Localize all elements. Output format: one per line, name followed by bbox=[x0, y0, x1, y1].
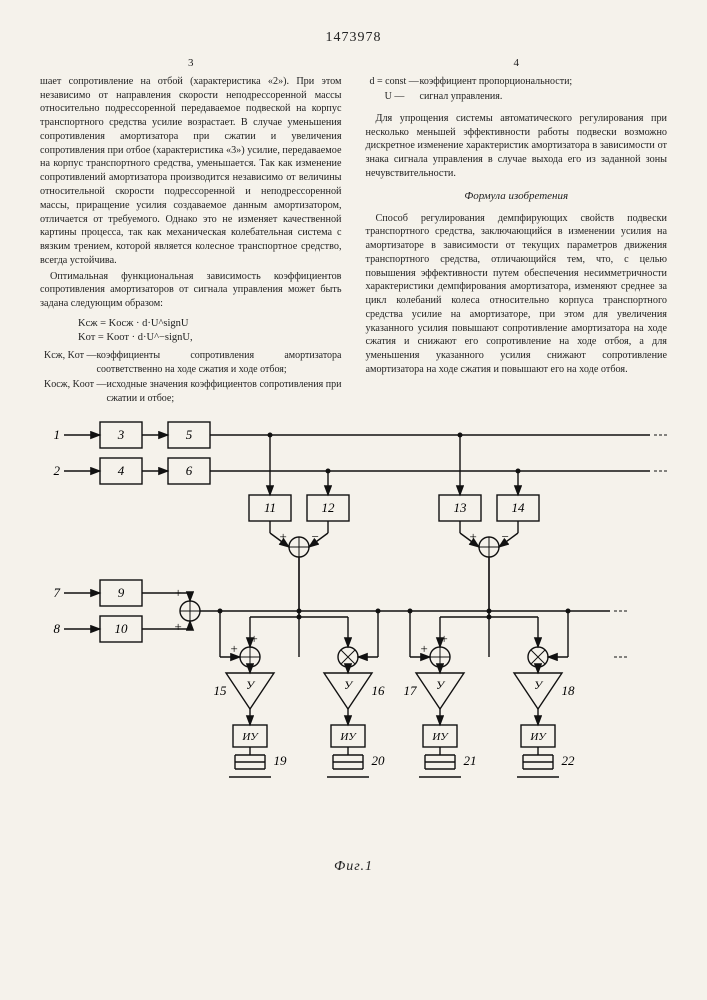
svg-text:+: + bbox=[230, 641, 239, 656]
svg-text:16: 16 bbox=[372, 683, 386, 698]
formula-block: Kсж = Koсж · d·U^signU Kот = Koот · d·U^… bbox=[78, 317, 342, 345]
where-block-right: d = const — коэффициент пропорциональнос… bbox=[370, 75, 668, 104]
svg-text:8: 8 bbox=[54, 621, 61, 636]
svg-text:У: У bbox=[436, 678, 446, 692]
svg-text:13: 13 bbox=[454, 500, 468, 515]
svg-text:+: + bbox=[279, 529, 288, 544]
svg-text:6: 6 bbox=[186, 463, 193, 478]
formula-line-1: Kсж = Koсж · d·U^signU bbox=[78, 317, 342, 331]
formula-line-2: Kот = Koот · d·U^−signU, bbox=[78, 331, 342, 345]
right-para-1: Для упрощения системы автоматического ре… bbox=[366, 112, 668, 181]
svg-text:19: 19 bbox=[274, 753, 288, 768]
claims-text: Способ регулирования демпфирующих свойст… bbox=[366, 212, 668, 377]
svg-text:7: 7 bbox=[54, 585, 61, 600]
col-num-left: 3 bbox=[40, 56, 342, 71]
svg-text:18: 18 bbox=[562, 683, 576, 698]
where-block: Kсж, Kот — коэффициенты сопротивления ам… bbox=[44, 349, 342, 405]
svg-text:20: 20 bbox=[372, 753, 386, 768]
svg-text:ИУ: ИУ bbox=[431, 731, 449, 743]
svg-text:+: + bbox=[469, 529, 478, 544]
svg-text:+: + bbox=[174, 619, 183, 634]
svg-text:12: 12 bbox=[322, 500, 336, 515]
svg-text:У: У bbox=[344, 678, 354, 692]
svg-text:1: 1 bbox=[54, 427, 61, 442]
left-para-2: Оптимальная функциональная зависимость к… bbox=[40, 270, 342, 311]
svg-text:2: 2 bbox=[54, 463, 61, 478]
where-4-text: сигнал управления. bbox=[420, 90, 668, 104]
svg-text:5: 5 bbox=[186, 427, 193, 442]
claims-title: Формула изобретения bbox=[366, 189, 668, 204]
svg-text:+: + bbox=[174, 585, 183, 600]
svg-text:У: У bbox=[246, 678, 256, 692]
svg-text:14: 14 bbox=[512, 500, 526, 515]
svg-text:17: 17 bbox=[404, 683, 418, 698]
svg-text:У: У bbox=[534, 678, 544, 692]
svg-text:15: 15 bbox=[214, 683, 228, 698]
figure-label: Фиг.1 bbox=[40, 859, 667, 875]
svg-text:21: 21 bbox=[464, 753, 477, 768]
col-left: 3 шает сопротивление на отбой (характери… bbox=[40, 56, 342, 407]
svg-text:−: − bbox=[311, 529, 320, 544]
svg-text:ИУ: ИУ bbox=[339, 731, 357, 743]
where-2-text: исходные значения коэффициентов сопротив… bbox=[107, 378, 342, 405]
svg-text:22: 22 bbox=[562, 753, 576, 768]
svg-text:+: + bbox=[440, 631, 449, 646]
left-para-1: шает сопротивление на отбой (характерист… bbox=[40, 75, 342, 268]
col-right: 4 d = const — коэффициент пропорциональн… bbox=[366, 56, 668, 407]
doc-number: 1473978 bbox=[40, 30, 667, 46]
svg-text:−: − bbox=[501, 529, 510, 544]
block-diagram: 13524611121314+−+−79810++++++У15У16У17У1… bbox=[40, 417, 667, 857]
svg-text:ИУ: ИУ bbox=[241, 731, 259, 743]
svg-text:+: + bbox=[420, 641, 429, 656]
columns: 3 шает сопротивление на отбой (характери… bbox=[40, 56, 667, 407]
svg-text:9: 9 bbox=[118, 585, 125, 600]
col-num-right: 4 bbox=[366, 56, 668, 71]
svg-text:+: + bbox=[250, 631, 259, 646]
where-2-label: Koсж, Koот — bbox=[44, 378, 107, 405]
where-3-label: d = const — bbox=[370, 75, 420, 89]
svg-text:4: 4 bbox=[118, 463, 125, 478]
where-1-text: коэффициенты сопротивления амортизатора … bbox=[97, 349, 342, 376]
svg-text:11: 11 bbox=[264, 500, 276, 515]
where-4-label: U — bbox=[370, 90, 420, 104]
where-1-label: Kсж, Kот — bbox=[44, 349, 97, 376]
where-3-text: коэффициент пропорциональности; bbox=[420, 75, 668, 89]
page: 1473978 3 шает сопротивление на отбой (х… bbox=[0, 0, 707, 1000]
svg-text:ИУ: ИУ bbox=[529, 731, 547, 743]
svg-text:10: 10 bbox=[115, 621, 129, 636]
svg-text:3: 3 bbox=[117, 427, 125, 442]
